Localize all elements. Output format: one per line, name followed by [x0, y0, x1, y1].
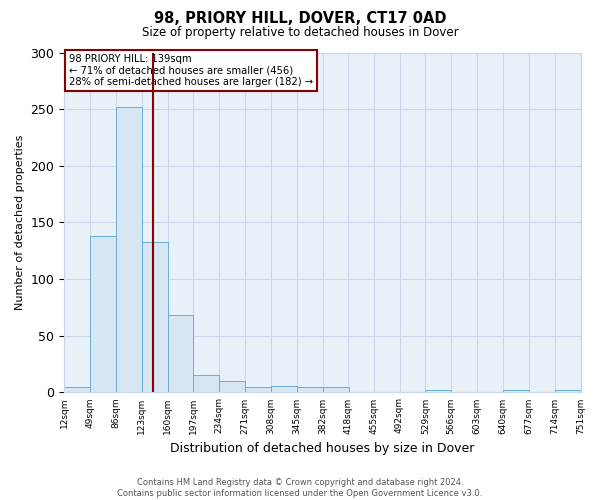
Bar	[167, 316, 193, 392]
Bar	[297, 387, 323, 392]
Bar	[219, 381, 245, 392]
Bar	[142, 242, 167, 392]
X-axis label: Distribution of detached houses by size in Dover: Distribution of detached houses by size …	[170, 442, 475, 455]
Bar	[193, 376, 219, 392]
Bar	[245, 387, 271, 392]
Bar	[271, 386, 297, 392]
Bar	[116, 107, 142, 393]
Text: Contains HM Land Registry data © Crown copyright and database right 2024.
Contai: Contains HM Land Registry data © Crown c…	[118, 478, 482, 498]
Bar	[425, 390, 451, 392]
Bar	[90, 236, 116, 392]
Bar	[554, 390, 581, 392]
Text: 98, PRIORY HILL, DOVER, CT17 0AD: 98, PRIORY HILL, DOVER, CT17 0AD	[154, 11, 446, 26]
Y-axis label: Number of detached properties: Number of detached properties	[15, 135, 25, 310]
Bar	[503, 390, 529, 392]
Bar	[64, 387, 90, 392]
Text: 98 PRIORY HILL: 139sqm
← 71% of detached houses are smaller (456)
28% of semi-de: 98 PRIORY HILL: 139sqm ← 71% of detached…	[70, 54, 313, 88]
Bar	[323, 387, 349, 392]
Text: Size of property relative to detached houses in Dover: Size of property relative to detached ho…	[142, 26, 458, 39]
